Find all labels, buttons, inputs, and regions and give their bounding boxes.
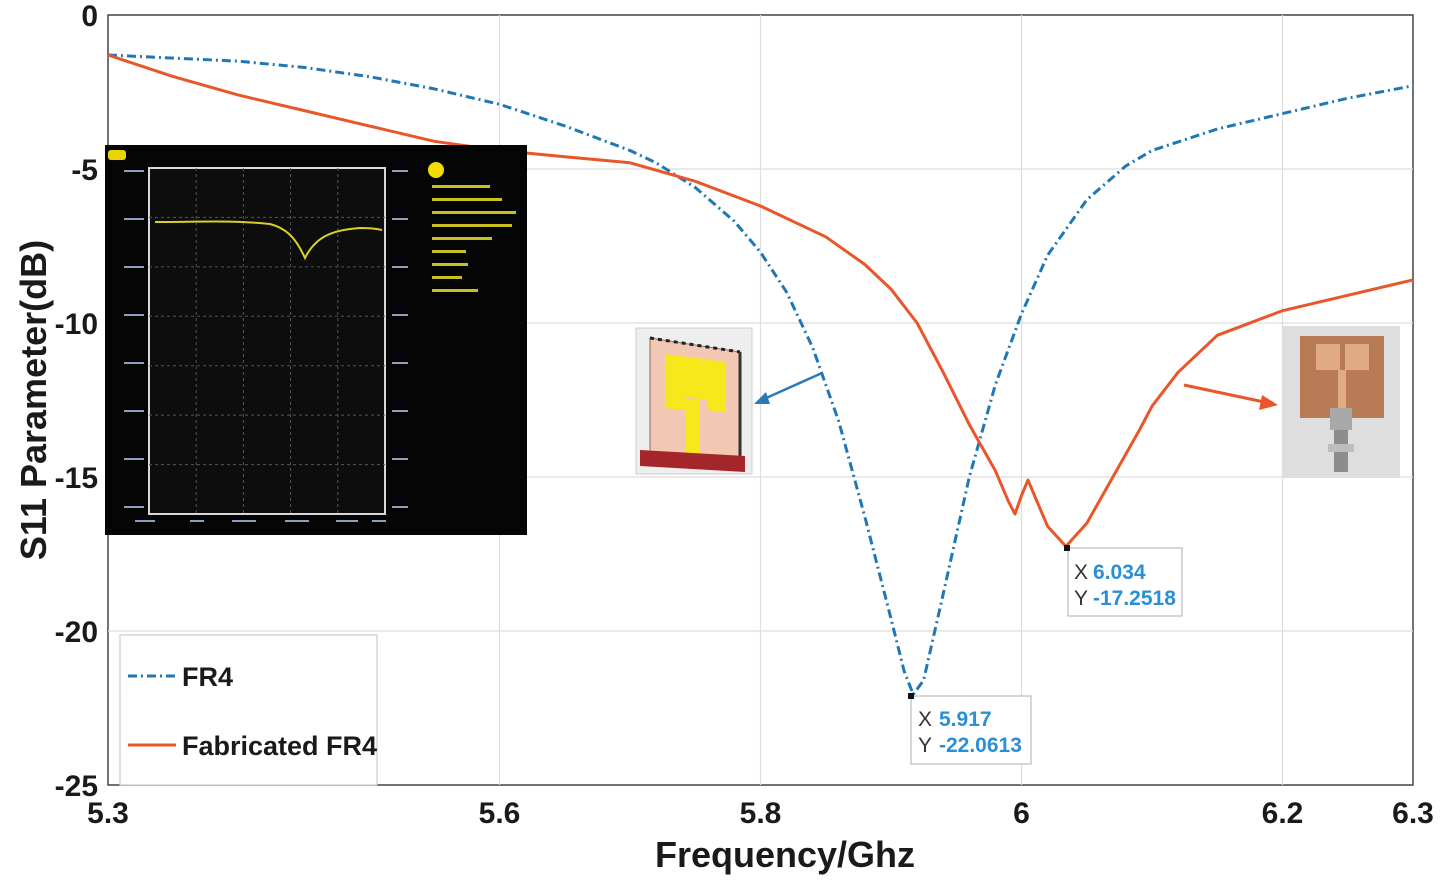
x-tick-label: 6.3 (1392, 797, 1434, 830)
y-tick-label: -20 (55, 616, 98, 649)
y-tick-label: -10 (55, 308, 98, 341)
x-tick-label: 5.3 (87, 797, 129, 830)
datatip-fabricated-x-key: X (1074, 561, 1088, 584)
datatip-fr4-y-value: -22.0613 (939, 734, 1022, 757)
fabricated-antenna-photo-inset (1282, 326, 1400, 478)
y-axis-title: S11 Parameter(dB) (13, 240, 54, 560)
callout-arrows (754, 371, 1278, 410)
legend: FR4 Fabricated FR4 (119, 634, 378, 786)
datatip-fr4: X 5.917 Y -22.0613 (908, 693, 1032, 765)
datatip-fr4-x-key: X (918, 708, 932, 731)
datatip-fr4-y-key: Y (918, 734, 932, 757)
x-tick-label: 5.8 (740, 797, 782, 830)
legend-label-fr4: FR4 (182, 662, 233, 692)
x-tick-label: 6.2 (1262, 797, 1304, 830)
datatip-fabricated-x-value: 6.034 (1093, 561, 1146, 584)
x-tick-label: 6 (1013, 797, 1030, 830)
x-tick-label: 5.6 (479, 797, 521, 830)
y-tick-label: -5 (71, 154, 98, 187)
datatip-fabricated: X 6.034 Y -17.2518 (1064, 545, 1183, 617)
y-tick-label: 0 (81, 0, 98, 33)
x-axis-title: Frequency/Ghz (655, 834, 915, 875)
datatip-fabricated-y-value: -17.2518 (1093, 587, 1176, 610)
series-line-fr4 (107, 53, 1414, 696)
legend-label-fabricated: Fabricated FR4 (182, 731, 377, 761)
tick-labels: 5.3 5.6 5.8 6 6.2 6.3 0 -5 -10 -15 -20 -25 (55, 0, 1434, 830)
vna-screenshot-inset (105, 145, 527, 535)
datatip-fr4-x-value: 5.917 (939, 708, 992, 731)
datatip-fabricated-y-key: Y (1074, 587, 1088, 610)
y-tick-label: -15 (55, 462, 98, 495)
antenna-model-inset (635, 327, 753, 475)
y-tick-label: -25 (55, 770, 98, 803)
